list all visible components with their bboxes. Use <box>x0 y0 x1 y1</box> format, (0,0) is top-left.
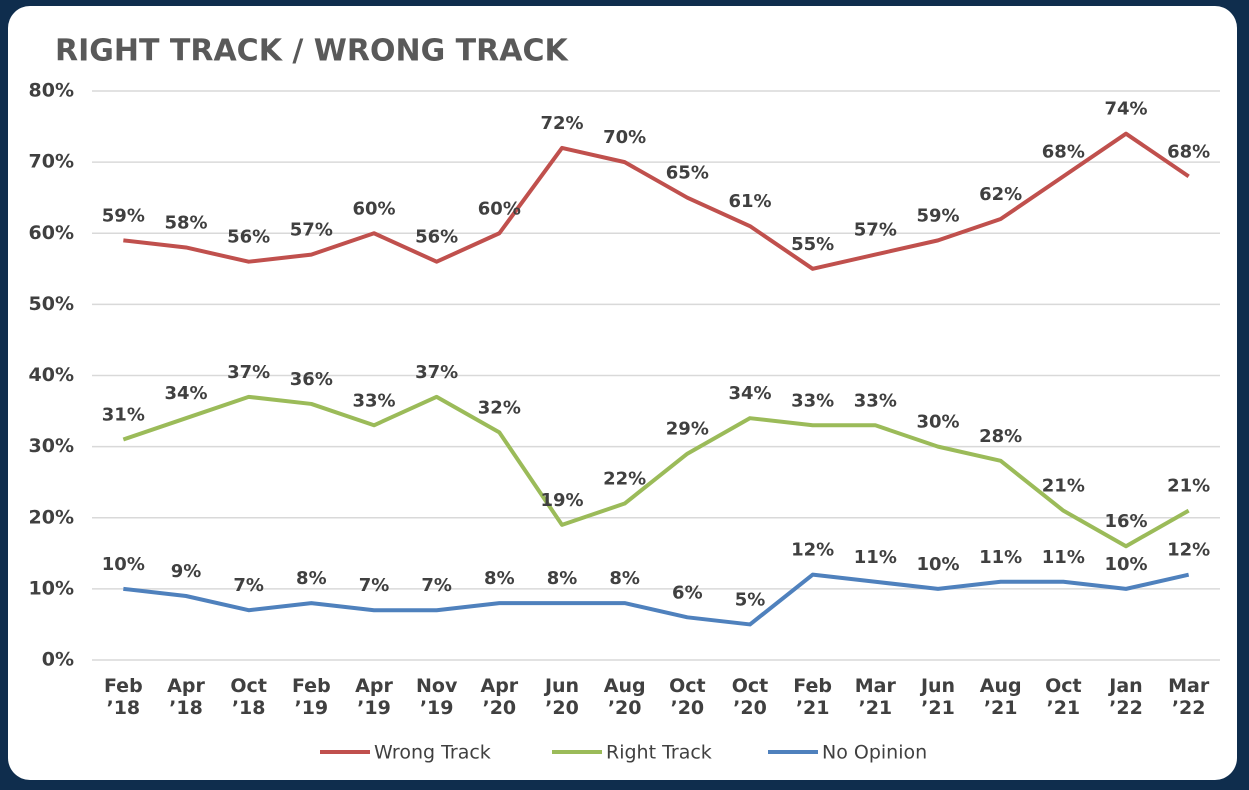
data-label: 34% <box>728 383 771 404</box>
legend-label: Right Track <box>606 742 712 764</box>
x-tick-label: Aug ’20 <box>603 675 646 719</box>
data-label: 31% <box>102 405 145 426</box>
data-label: 16% <box>1104 511 1147 532</box>
data-label: 57% <box>854 220 897 241</box>
y-tick-label: 80% <box>29 80 74 102</box>
y-tick-label: 70% <box>29 151 74 173</box>
data-label: 74% <box>1104 99 1147 120</box>
data-label: 60% <box>478 198 521 219</box>
chart-title: RIGHT TRACK / WRONG TRACK <box>55 34 569 69</box>
x-tick-label: Jun ’21 <box>920 675 956 719</box>
data-label: 37% <box>415 362 458 383</box>
y-tick-label: 10% <box>29 577 74 599</box>
data-label: 58% <box>164 212 207 233</box>
data-label: 55% <box>791 234 834 255</box>
x-tick-label: Mar ’22 <box>1168 675 1210 719</box>
data-label: 10% <box>102 554 145 575</box>
data-label: 29% <box>666 419 709 440</box>
series-line <box>123 131 1190 271</box>
x-tick-label: Feb ’21 <box>793 675 832 719</box>
series-line <box>122 394 1190 549</box>
x-tick-label: Oct ’20 <box>731 675 769 719</box>
data-label: 72% <box>540 113 583 134</box>
y-tick-label: 20% <box>29 506 74 528</box>
data-label: 32% <box>478 397 521 418</box>
data-label: 8% <box>484 568 515 589</box>
data-label: 8% <box>296 568 327 589</box>
data-label: 11% <box>1042 547 1085 568</box>
data-label: 37% <box>227 362 270 383</box>
data-label: 30% <box>916 412 959 433</box>
legend-label: No Opinion <box>822 742 927 764</box>
data-label: 68% <box>1042 141 1085 162</box>
data-label: 33% <box>352 390 395 411</box>
data-label: 57% <box>290 220 333 241</box>
data-label: 62% <box>979 184 1022 205</box>
data-label: 7% <box>359 575 390 596</box>
x-tick-label: Aug ’21 <box>979 675 1022 719</box>
data-label: 60% <box>352 198 395 219</box>
data-label: 56% <box>415 227 458 248</box>
data-label: 68% <box>1167 141 1210 162</box>
data-label: 33% <box>791 390 834 411</box>
data-label: 28% <box>979 426 1022 447</box>
x-tick-label: Apr ’19 <box>355 675 393 719</box>
data-label: 21% <box>1042 476 1085 497</box>
data-label: 10% <box>916 554 959 575</box>
data-label: 12% <box>791 540 834 561</box>
data-label: 59% <box>102 205 145 226</box>
data-label: 59% <box>916 205 959 226</box>
x-tick-label: Feb ’19 <box>291 675 331 719</box>
x-tick-label: Jun ’20 <box>544 675 580 719</box>
data-label: 34% <box>164 383 207 404</box>
data-label: 12% <box>1167 540 1210 561</box>
data-label: 61% <box>728 191 771 212</box>
x-tick-label: Oct ’20 <box>669 675 706 719</box>
data-label: 33% <box>854 390 897 411</box>
series-line <box>123 572 1190 627</box>
data-label: 10% <box>1104 554 1147 575</box>
x-tick-label: Oct ’21 <box>1045 675 1082 719</box>
data-label: 6% <box>672 582 703 603</box>
data-label: 11% <box>854 547 897 568</box>
data-label: 56% <box>227 227 270 248</box>
x-tick-label: Apr ’18 <box>167 675 205 719</box>
data-label: 36% <box>290 369 333 390</box>
y-tick-label: 0% <box>42 649 74 671</box>
x-tick-label: Mar ’21 <box>854 675 896 719</box>
y-tick-label: 30% <box>29 435 74 457</box>
x-tick-label: Jan ’22 <box>1109 675 1143 719</box>
data-label: 11% <box>979 547 1022 568</box>
data-label: 8% <box>609 568 640 589</box>
data-label: 7% <box>421 575 452 596</box>
data-label: 70% <box>603 127 646 148</box>
legend-label: Wrong Track <box>374 742 491 764</box>
data-label: 5% <box>735 589 766 610</box>
data-label: 8% <box>547 568 578 589</box>
data-label: 19% <box>540 490 583 511</box>
y-tick-label: 50% <box>29 293 74 315</box>
data-label: 65% <box>666 163 709 184</box>
data-label: 22% <box>603 469 646 490</box>
y-tick-label: 60% <box>29 222 74 244</box>
chart-frame <box>8 6 1237 780</box>
x-tick-label: Feb ’18 <box>103 675 143 719</box>
data-label: 21% <box>1167 476 1210 497</box>
x-tick-label: Oct ’18 <box>230 675 267 719</box>
x-tick-label: Apr ’20 <box>480 675 519 719</box>
x-tick-label: Nov ’19 <box>415 675 458 719</box>
y-tick-label: 40% <box>29 364 74 386</box>
data-label: 7% <box>233 575 264 596</box>
data-label: 9% <box>171 561 202 582</box>
